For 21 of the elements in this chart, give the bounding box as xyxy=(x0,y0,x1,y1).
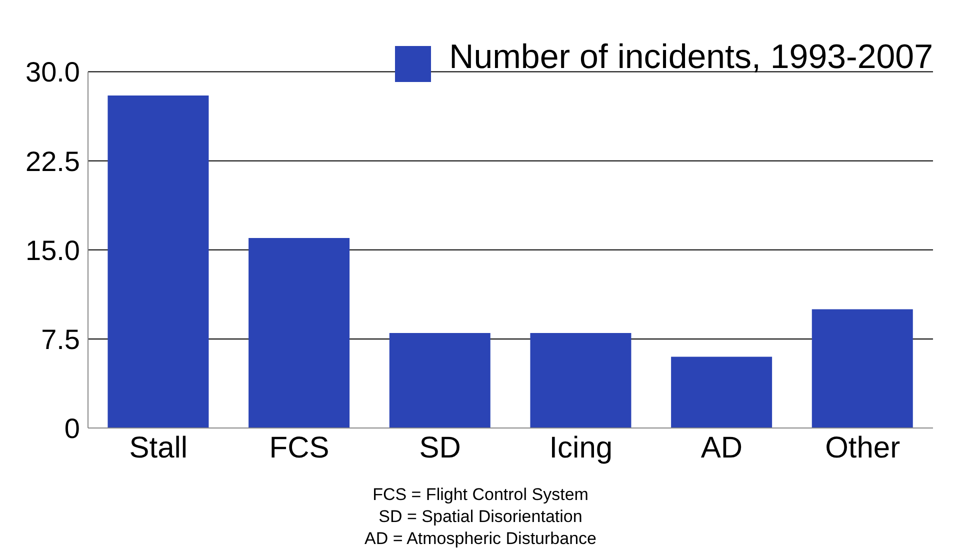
x-tick-label: FCS xyxy=(269,431,330,464)
bar xyxy=(389,333,490,428)
text: FCS = Flight Control System xyxy=(372,484,590,506)
bar xyxy=(108,96,209,428)
y-tick-label: 15.0 xyxy=(26,234,80,266)
x-tick-label: Other xyxy=(825,431,900,464)
text: SD = Spatial Disorientation xyxy=(378,506,584,528)
bar xyxy=(812,309,913,428)
y-tick-label: 30.0 xyxy=(26,56,80,88)
x-tick-label: AD xyxy=(700,431,743,464)
bar xyxy=(530,333,632,428)
y-tick-label: 22.5 xyxy=(26,146,80,177)
y-tick-label: 7.5 xyxy=(41,324,80,355)
text: AD = Atmospheric Disturbance xyxy=(364,528,598,550)
y-tick-label: 0 xyxy=(64,412,80,444)
x-tick-label: SD xyxy=(419,431,461,464)
legend-label: Number of incidents, 1993-2007 xyxy=(449,38,933,76)
bar xyxy=(671,356,772,428)
x-tick-label: Icing xyxy=(549,431,613,464)
x-tick-label: Stall xyxy=(129,431,188,464)
bar xyxy=(248,238,350,428)
